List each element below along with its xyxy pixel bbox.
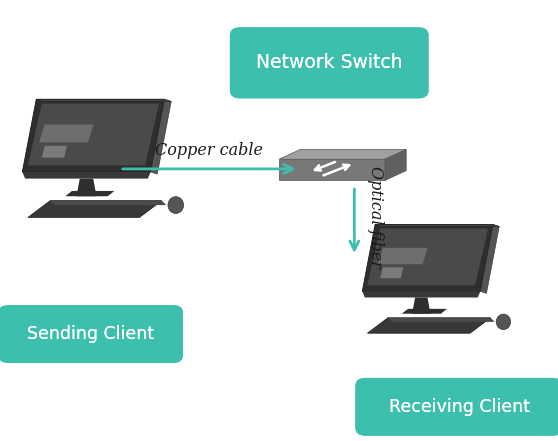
Polygon shape <box>380 267 403 278</box>
Polygon shape <box>28 201 162 217</box>
Polygon shape <box>367 228 488 285</box>
Polygon shape <box>28 104 159 165</box>
FancyBboxPatch shape <box>0 305 183 363</box>
Polygon shape <box>42 146 67 158</box>
Ellipse shape <box>168 197 184 213</box>
FancyBboxPatch shape <box>230 27 429 98</box>
Polygon shape <box>385 149 406 180</box>
Polygon shape <box>388 318 495 322</box>
Polygon shape <box>279 159 385 180</box>
Polygon shape <box>375 224 499 227</box>
Polygon shape <box>65 191 114 196</box>
Text: Receiving Client: Receiving Client <box>388 398 530 416</box>
Polygon shape <box>50 201 166 205</box>
Polygon shape <box>480 224 499 293</box>
Polygon shape <box>367 318 490 333</box>
Polygon shape <box>151 99 171 174</box>
Polygon shape <box>378 248 427 264</box>
Text: Network Switch: Network Switch <box>256 53 402 72</box>
Polygon shape <box>22 99 165 172</box>
Text: Network Switch: Network Switch <box>256 53 402 72</box>
Polygon shape <box>76 179 97 196</box>
Polygon shape <box>279 149 406 159</box>
Text: Receiving Client: Receiving Client <box>388 398 530 416</box>
FancyBboxPatch shape <box>355 378 558 436</box>
Polygon shape <box>39 124 94 142</box>
Polygon shape <box>412 298 431 314</box>
Polygon shape <box>22 172 151 179</box>
Polygon shape <box>36 99 171 101</box>
Text: Sending Client: Sending Client <box>27 325 154 343</box>
Polygon shape <box>362 292 480 298</box>
Polygon shape <box>362 224 493 292</box>
Text: Copper cable: Copper cable <box>155 142 263 159</box>
Text: Optical fiber: Optical fiber <box>367 165 383 268</box>
Text: Sending Client: Sending Client <box>27 325 154 343</box>
FancyBboxPatch shape <box>355 378 558 436</box>
Polygon shape <box>402 309 447 314</box>
FancyBboxPatch shape <box>0 305 183 363</box>
FancyBboxPatch shape <box>230 27 429 98</box>
Ellipse shape <box>496 314 511 329</box>
